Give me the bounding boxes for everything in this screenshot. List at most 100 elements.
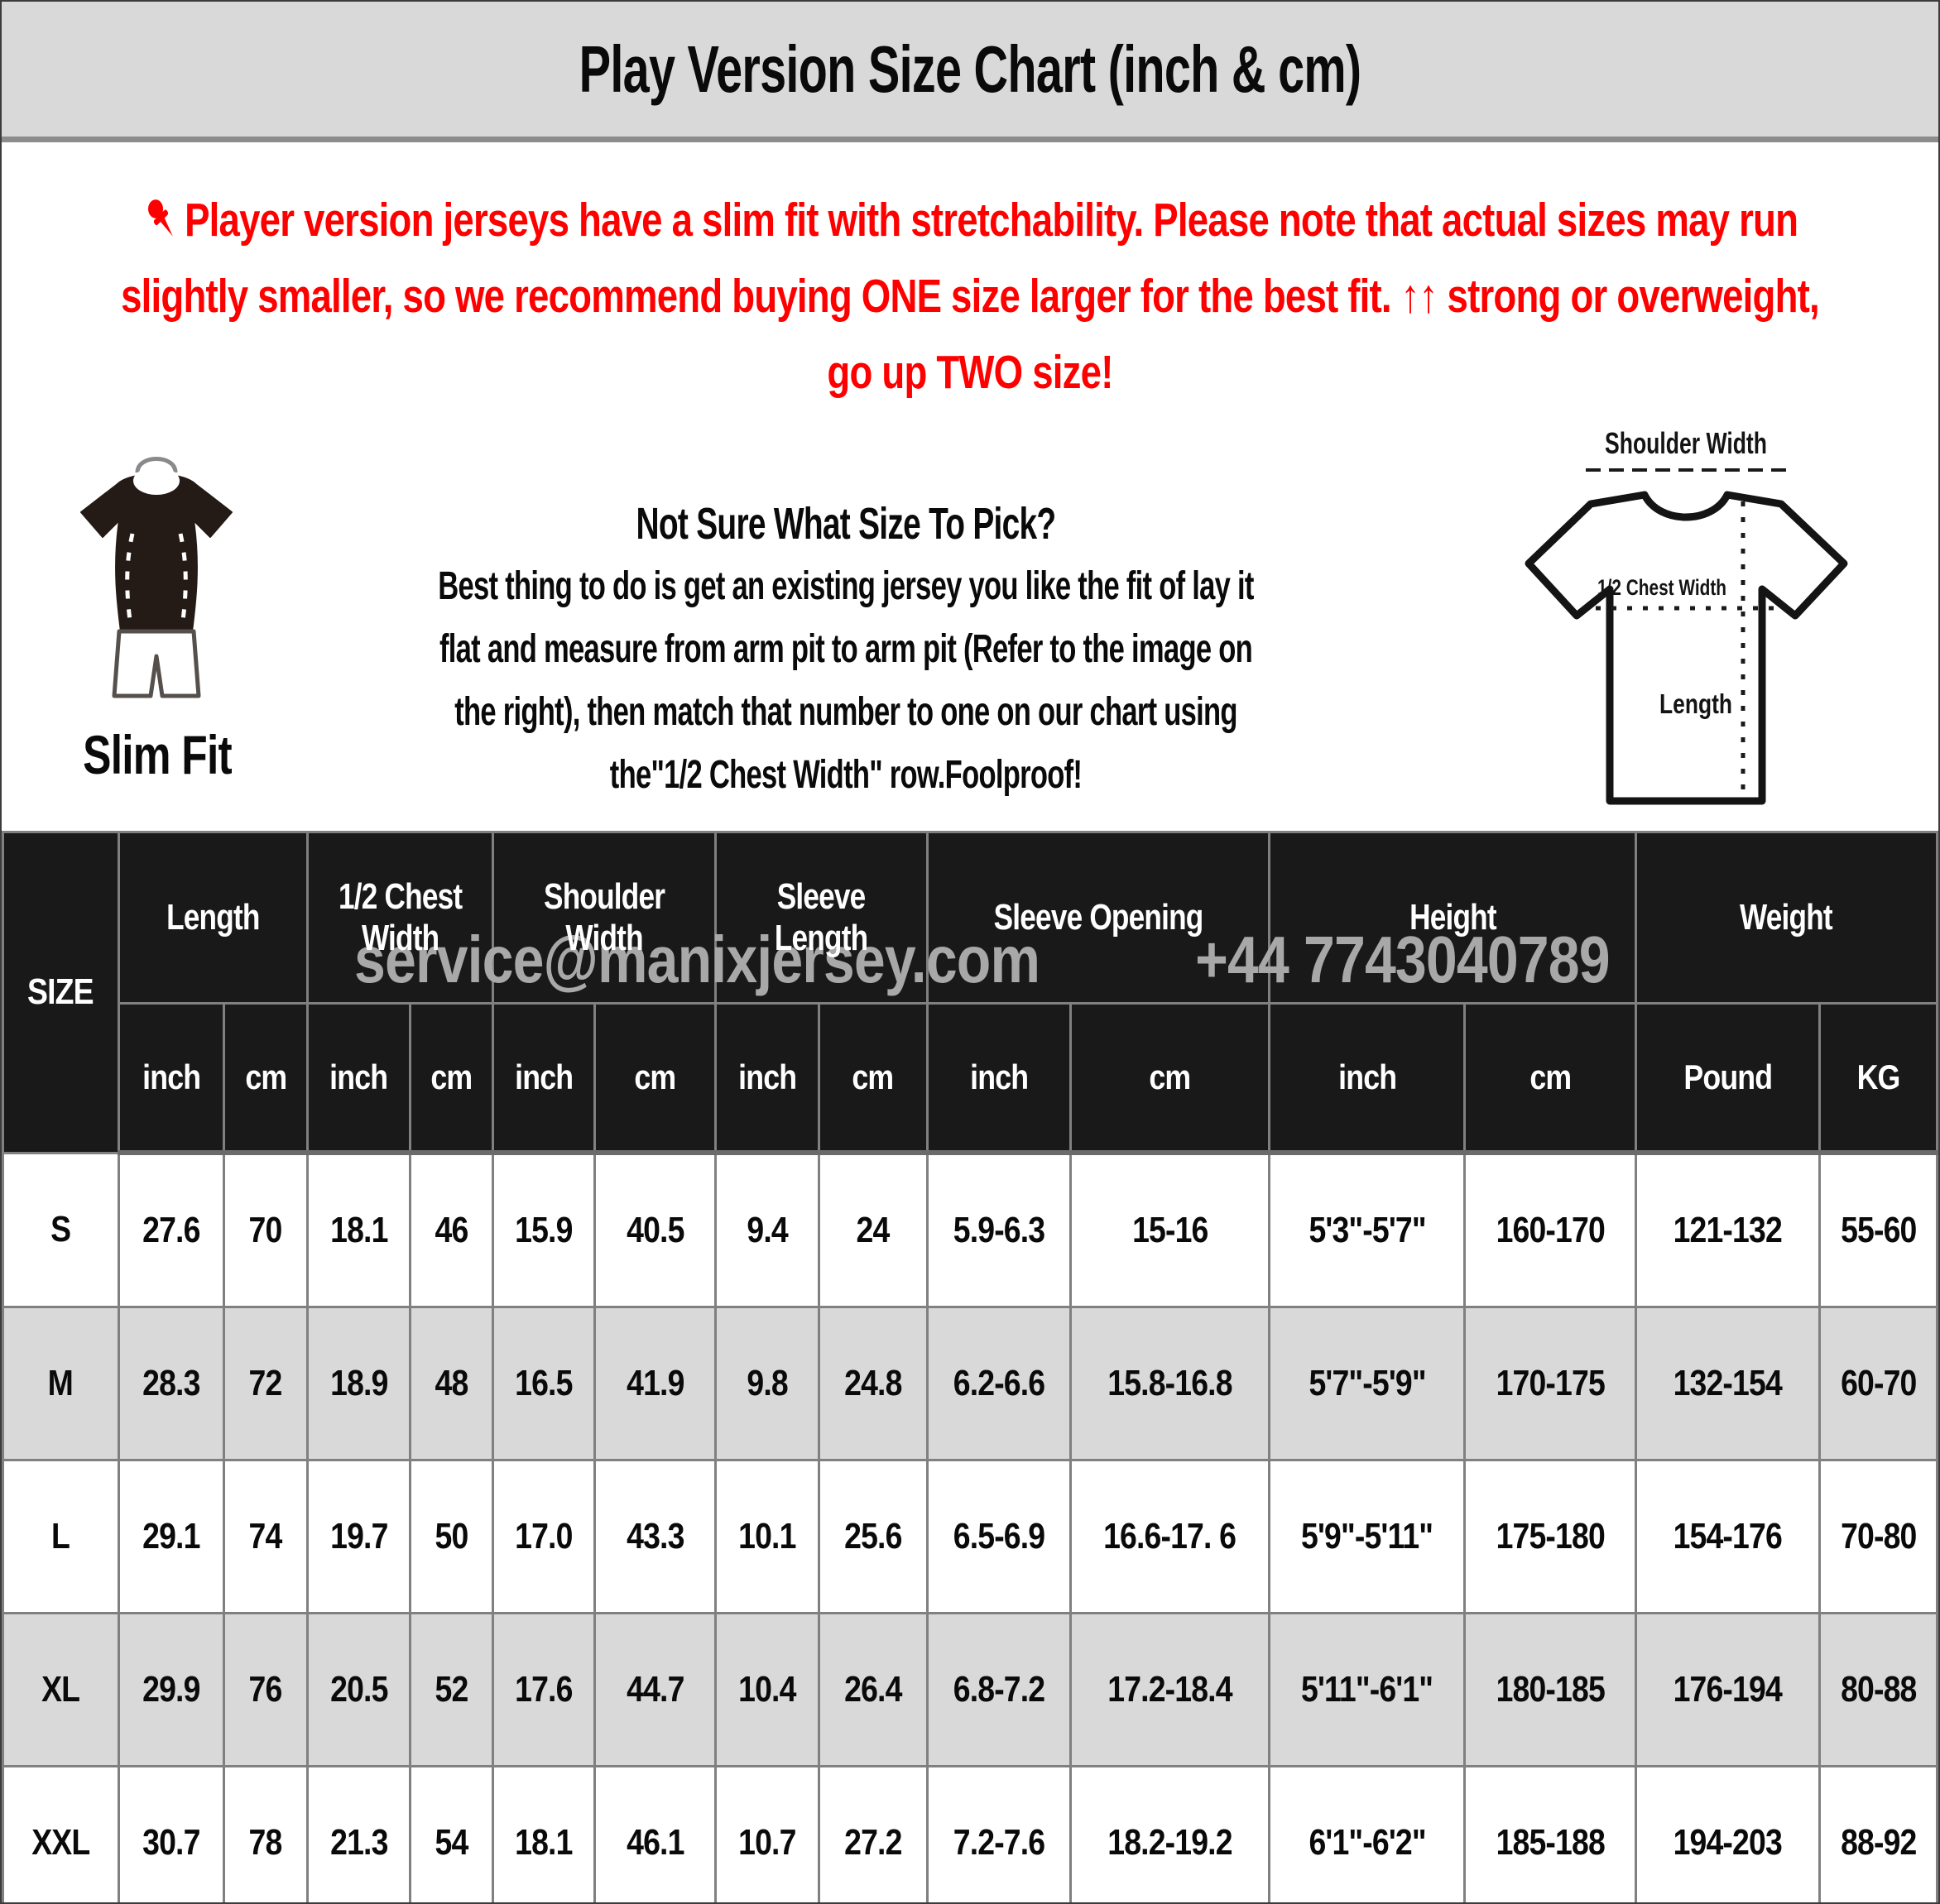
value-cell: 6'1"-6'2" [1268, 1765, 1467, 1902]
value-cell: 52 [409, 1612, 495, 1767]
page-title: Play Version Size Chart (inch & cm) [579, 31, 1361, 106]
unit-chest-inch: inch [305, 1002, 412, 1155]
diagram-chest-label: 1/2 Chest Width [1597, 575, 1726, 600]
value-cell: 29.9 [117, 1612, 226, 1767]
unit-sleeve-cm: cm [817, 1002, 929, 1155]
table-row-xxl: XXL 30.7 78 21.3 54 18.1 46.1 10.7 27.2 … [2, 1765, 1938, 1902]
table-row-xl: XL 29.9 76 20.5 52 17.6 44.7 10.4 26.4 6… [2, 1612, 1938, 1767]
value-cell: 16.5 [492, 1306, 596, 1461]
value-cell: 48 [409, 1306, 495, 1461]
value-cell: 21.3 [305, 1765, 412, 1902]
unit-height-cm: cm [1463, 1002, 1637, 1155]
unit-opening-cm: cm [1068, 1002, 1271, 1155]
table-group-header-row: SIZE Length 1/2 Chest Width Shoulder Wid… [2, 831, 1938, 1154]
value-cell: 170-175 [1463, 1306, 1637, 1461]
tshirt-measure-diagram-icon: Shoulder Width 1/2 Chest Width Length [1525, 426, 1848, 805]
value-cell: 27.6 [117, 1151, 226, 1308]
sizing-help-heading: Not Sure What Size To Pick? [636, 499, 1057, 549]
value-cell: 17.6 [492, 1612, 596, 1767]
value-cell: 6.5-6.9 [925, 1459, 1072, 1614]
slim-fit-label: Slim Fit [83, 724, 232, 785]
fit-warning-note: Player version jerseys have a slim fit w… [2, 142, 1938, 410]
value-cell: 25.6 [817, 1459, 929, 1614]
value-cell: 44.7 [593, 1612, 718, 1767]
value-cell: 5'9"-5'11" [1268, 1459, 1467, 1614]
table-unit-header-row: inch cm inch cm inch cm inch cm inch cm … [3, 1002, 1938, 1155]
sizing-guide-section: Slim Fit Not Sure What Size To Pick? Bes… [2, 410, 1938, 831]
slim-fit-block: Slim Fit [41, 451, 273, 786]
measurement-diagram: Shoulder Width 1/2 Chest Width Length [1508, 419, 1905, 831]
value-cell: 43.3 [593, 1459, 718, 1614]
value-cell: 18.1 [492, 1765, 596, 1902]
warning-line-2: slightly smaller, so we recommend buying… [121, 270, 1820, 323]
value-cell: 40.5 [593, 1151, 718, 1308]
value-cell: 72 [223, 1306, 309, 1461]
value-cell: 15-16 [1068, 1151, 1271, 1308]
unit-shoulder-cm: cm [593, 1002, 718, 1155]
col-group-shoulder: Shoulder Width [492, 831, 718, 1005]
size-cell: S [2, 1151, 120, 1308]
size-cell: L [2, 1459, 120, 1614]
value-cell: 132-154 [1634, 1306, 1822, 1461]
value-cell: 185-188 [1463, 1765, 1637, 1902]
size-cell: M [2, 1306, 120, 1461]
unit-sleeve-inch: inch [714, 1002, 820, 1155]
value-cell: 30.7 [117, 1765, 226, 1902]
value-cell: 5'7"-5'9" [1268, 1306, 1467, 1461]
diagram-length-label: Length [1659, 688, 1732, 719]
size-chart-table: SIZE Length 1/2 Chest Width Shoulder Wid… [2, 831, 1938, 1902]
sizing-help-text: Not Sure What Size To Pick? Best thing t… [2, 492, 1690, 807]
unit-opening-inch: inch [925, 1002, 1072, 1155]
sizing-help-line-3: the right), then match that number to on… [454, 690, 1237, 734]
diagram-shoulder-label: Shoulder Width [1605, 426, 1767, 460]
unit-weight-kg: KG [1818, 1002, 1938, 1155]
size-cell: XL [2, 1612, 120, 1767]
pushpin-icon [148, 199, 173, 237]
value-cell: 29.1 [117, 1459, 226, 1614]
value-cell: 180-185 [1463, 1612, 1637, 1767]
unit-height-inch: inch [1268, 1002, 1467, 1155]
value-cell: 88-92 [1818, 1765, 1938, 1902]
col-group-sleeve-length: Sleeve Length [714, 831, 929, 1005]
value-cell: 24 [817, 1151, 929, 1308]
unit-length-cm: cm [223, 1002, 309, 1155]
col-group-chest: 1/2 Chest Width [305, 831, 495, 1005]
value-cell: 5.9-6.3 [925, 1151, 1072, 1308]
value-cell: 70 [223, 1151, 309, 1308]
sizing-help-line-2: flat and measure from arm pit to arm pit… [439, 627, 1253, 671]
value-cell: 15.9 [492, 1151, 596, 1308]
value-cell: 54 [409, 1765, 495, 1902]
col-group-height: Height [1268, 831, 1637, 1005]
col-group-length: Length [117, 831, 309, 1005]
value-cell: 78 [223, 1765, 309, 1902]
value-cell: 74 [223, 1459, 309, 1614]
value-cell: 28.3 [117, 1306, 226, 1461]
value-cell: 9.8 [714, 1306, 820, 1461]
unit-chest-cm: cm [409, 1002, 495, 1155]
value-cell: 194-203 [1634, 1765, 1822, 1902]
value-cell: 9.4 [714, 1151, 820, 1308]
table-row-m: M 28.3 72 18.9 48 16.5 41.9 9.8 24.8 6.2… [2, 1306, 1938, 1461]
value-cell: 10.7 [714, 1765, 820, 1902]
value-cell: 10.1 [714, 1459, 820, 1614]
value-cell: 15.8-16.8 [1068, 1306, 1271, 1461]
unit-weight-pound: Pound [1634, 1002, 1822, 1155]
unit-length-inch: inch [117, 1002, 226, 1155]
sizing-help-line-4: the"1/2 Chest Width" row.Foolproof! [609, 753, 1083, 797]
value-cell: 175-180 [1463, 1459, 1637, 1614]
value-cell: 17.2-18.4 [1068, 1612, 1271, 1767]
col-header-size: SIZE [2, 831, 120, 1154]
value-cell: 17.0 [492, 1459, 596, 1614]
value-cell: 50 [409, 1459, 495, 1614]
value-cell: 16.6-17. 6 [1068, 1459, 1271, 1614]
value-cell: 176-194 [1634, 1612, 1822, 1767]
value-cell: 46.1 [593, 1765, 718, 1902]
title-bar: Play Version Size Chart (inch & cm) [2, 2, 1938, 142]
value-cell: 7.2-7.6 [925, 1765, 1072, 1902]
sizing-help-line-1: Best thing to do is get an existing jers… [438, 564, 1254, 608]
table-row-s: S 27.6 70 18.1 46 15.9 40.5 9.4 24 5.9-6… [2, 1151, 1938, 1308]
table-row-l: L 29.1 74 19.7 50 17.0 43.3 10.1 25.6 6.… [2, 1459, 1938, 1614]
value-cell: 5'3"-5'7" [1268, 1151, 1467, 1308]
value-cell: 76 [223, 1612, 309, 1767]
